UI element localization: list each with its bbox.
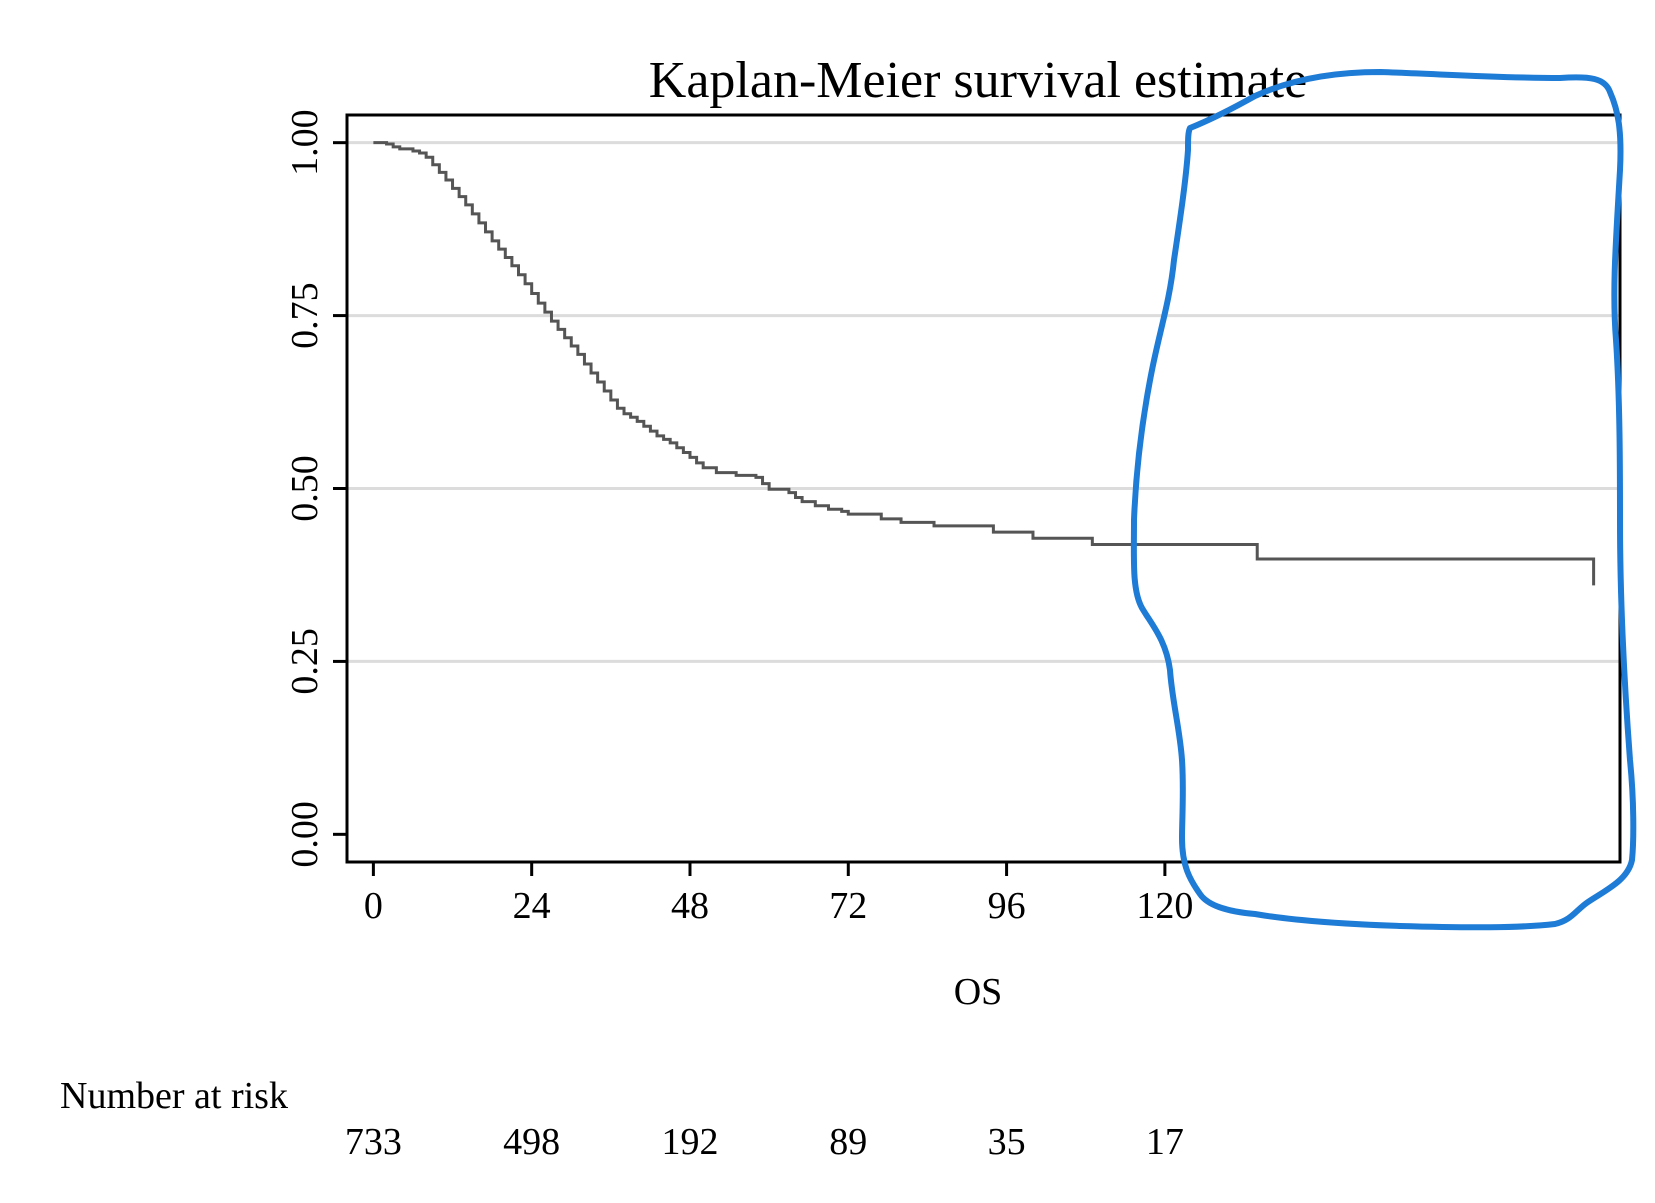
x-tick-label: 120	[1136, 885, 1193, 927]
risk-count: 17	[1146, 1121, 1184, 1163]
risk-count: 89	[829, 1121, 867, 1163]
y-tick-label: 0.00	[284, 801, 326, 868]
grid-lines	[347, 141, 1620, 663]
survival-curve-line	[373, 141, 1596, 586]
risk-count: 498	[503, 1121, 560, 1163]
x-tick-label: 0	[364, 885, 383, 927]
x-tick-label: 48	[671, 885, 709, 927]
risk-table-heading: Number at risk	[60, 1075, 288, 1117]
x-axis-label: OS	[954, 971, 1003, 1013]
y-tick-label: 1.00	[284, 109, 326, 176]
risk-count: 35	[988, 1121, 1026, 1163]
x-axis: 0 24 48 72 96 120	[364, 862, 1193, 927]
y-tick-label: 0.75	[284, 282, 326, 349]
chart-title: Kaplan-Meier survival estimate	[649, 52, 1307, 109]
hand-drawn-highlight	[1130, 69, 1637, 931]
risk-count: 733	[345, 1121, 402, 1163]
x-tick-label: 96	[988, 885, 1026, 927]
risk-count: 192	[661, 1121, 718, 1163]
y-tick-label: 0.25	[284, 628, 326, 695]
x-tick-label: 72	[829, 885, 867, 927]
y-axis: 0.00 0.25 0.50 0.75 1.00	[284, 109, 347, 868]
risk-table-row: 733 498 192 89 35 17	[345, 1121, 1184, 1163]
x-tick-label: 24	[513, 885, 551, 927]
y-tick-label: 0.50	[284, 455, 326, 522]
